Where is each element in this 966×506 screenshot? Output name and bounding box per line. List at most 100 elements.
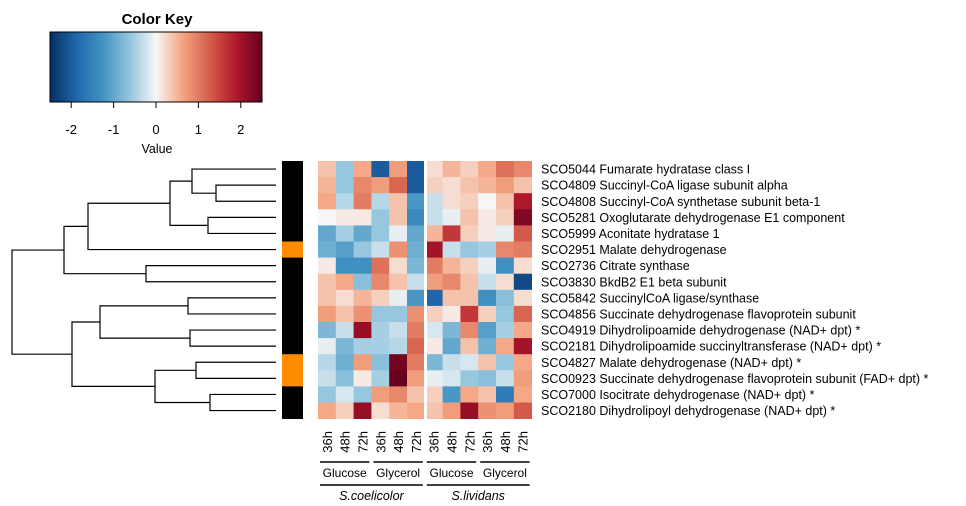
heatmap-cell bbox=[353, 241, 372, 258]
heatmap-cell bbox=[424, 241, 443, 258]
heatmap-cell bbox=[496, 225, 515, 242]
heatmap-cell bbox=[335, 161, 354, 178]
heatmap-cell bbox=[442, 289, 461, 307]
heatmap-cell bbox=[353, 386, 372, 403]
heatmap-cell bbox=[389, 289, 408, 307]
heatmap-cell bbox=[513, 257, 532, 275]
heatmap-cell bbox=[335, 322, 354, 339]
heatmap-cell bbox=[424, 273, 443, 291]
heatmap-cell bbox=[318, 225, 337, 242]
side-color-cell bbox=[282, 305, 303, 323]
heatmap-cell bbox=[496, 354, 515, 371]
heatmap-cell bbox=[335, 338, 354, 355]
heatmap-cell bbox=[389, 241, 408, 258]
heatmap-cell bbox=[407, 257, 426, 275]
dendrogram-branch bbox=[145, 265, 276, 283]
side-color-cell bbox=[282, 273, 303, 291]
heatmap-cell bbox=[353, 322, 372, 339]
color-key-title: Color Key bbox=[122, 11, 194, 28]
row-side-color-bar bbox=[282, 161, 303, 419]
heatmap-cell bbox=[353, 370, 372, 387]
heatmap-cell bbox=[424, 289, 443, 307]
heatmap-cell bbox=[460, 177, 479, 194]
column-label: 72h bbox=[356, 431, 371, 453]
heatmap-cell bbox=[335, 273, 354, 291]
heatmap-cell bbox=[460, 354, 479, 371]
color-key-tick-label: -2 bbox=[65, 122, 77, 137]
heatmap-cell bbox=[389, 177, 408, 194]
heatmap-cell bbox=[407, 402, 426, 419]
heatmap-cell bbox=[478, 225, 497, 242]
heatmap-cells bbox=[318, 161, 532, 419]
column-label: 36h bbox=[373, 431, 388, 453]
heatmap-cell bbox=[407, 177, 426, 194]
heatmap-cell bbox=[389, 386, 408, 403]
heatmap-cell bbox=[389, 225, 408, 242]
dendrogram-branch bbox=[207, 216, 276, 235]
heatmap-cell bbox=[318, 177, 337, 194]
dendrogram-branch bbox=[11, 249, 72, 355]
heatmap-cell bbox=[407, 193, 426, 210]
side-color-cell bbox=[282, 177, 303, 194]
row-label: SCO2736 Citrate synthase bbox=[541, 259, 690, 273]
heatmap-cell bbox=[389, 193, 408, 210]
heatmap-cell bbox=[478, 402, 497, 419]
row-label: SCO5999 Aconitate hydratase 1 bbox=[541, 227, 720, 241]
heatmap-cell bbox=[424, 402, 443, 419]
heatmap-cell bbox=[318, 402, 337, 419]
heatmap-cell bbox=[371, 225, 390, 242]
row-label: SCO3830 BkdB2 E1 beta subunit bbox=[541, 275, 727, 289]
color-key-tick-label: 2 bbox=[237, 122, 244, 137]
side-color-cell bbox=[282, 338, 303, 355]
dendrogram-branch bbox=[215, 184, 276, 202]
heatmap-cell bbox=[335, 354, 354, 371]
heatmap-cell bbox=[407, 161, 426, 178]
heatmap-cell bbox=[496, 289, 515, 307]
row-label: SCO4808 Succinyl-CoA synthetase subunit … bbox=[541, 195, 820, 209]
heatmap-cell bbox=[442, 305, 461, 323]
heatmap-cell bbox=[460, 273, 479, 291]
heatmap-cell bbox=[318, 273, 337, 291]
row-label: SCO2951 Malate dehydrogenase bbox=[541, 243, 727, 257]
heatmap-cell bbox=[478, 273, 497, 291]
heatmap-cell bbox=[318, 161, 337, 178]
heatmap-cell bbox=[407, 354, 426, 371]
column-label: 48h bbox=[498, 431, 513, 453]
heatmap-cell bbox=[389, 402, 408, 419]
heatmap-cell bbox=[318, 322, 337, 339]
heatmap-cell bbox=[496, 177, 515, 194]
row-label: SCO7000 Isocitrate dehydrogenase (NAD+ d… bbox=[541, 388, 815, 402]
side-color-cell bbox=[282, 402, 303, 419]
dendrogram-branch bbox=[187, 297, 276, 315]
heatmap-cell bbox=[353, 402, 372, 419]
side-color-cell bbox=[282, 386, 303, 403]
column-labels: 36h 48h 72h 36h 48h 72h 36h 48h 72h 36h 48h 72h bbox=[320, 431, 531, 453]
heatmap-cell bbox=[335, 289, 354, 307]
heatmap-cell bbox=[460, 386, 479, 403]
heatmap-cell bbox=[460, 402, 479, 419]
heatmap-cell bbox=[335, 241, 354, 258]
heatmap-cell bbox=[478, 193, 497, 210]
heatmap-cell bbox=[318, 386, 337, 403]
heatmap-cell bbox=[513, 273, 532, 291]
heatmap-cell bbox=[371, 257, 390, 275]
heatmap-cell bbox=[407, 273, 426, 291]
row-label: SCO5281 Oxoglutarate dehydrogenase E1 co… bbox=[541, 211, 845, 225]
heatmap-cell bbox=[335, 193, 354, 210]
heatmap-cell bbox=[353, 273, 372, 291]
heatmap-cell bbox=[513, 354, 532, 371]
heatmap-cell bbox=[496, 273, 515, 291]
condition-group-label: Glucose bbox=[429, 466, 473, 480]
heatmap-cell bbox=[496, 370, 515, 387]
heatmap-cell bbox=[424, 305, 443, 323]
column-groups: Glucose Glycerol Glucose Glycerol S.coelicol… bbox=[320, 461, 530, 503]
dendrogram-branch bbox=[169, 180, 208, 226]
heatmap-cell bbox=[389, 370, 408, 387]
heatmap-cell bbox=[442, 193, 461, 210]
heatmap-cell bbox=[371, 193, 390, 210]
heatmap-cell bbox=[318, 209, 337, 226]
heatmap-cell bbox=[442, 257, 461, 275]
color-key-axis-label: Value bbox=[141, 142, 172, 156]
heatmap-cell bbox=[335, 257, 354, 275]
